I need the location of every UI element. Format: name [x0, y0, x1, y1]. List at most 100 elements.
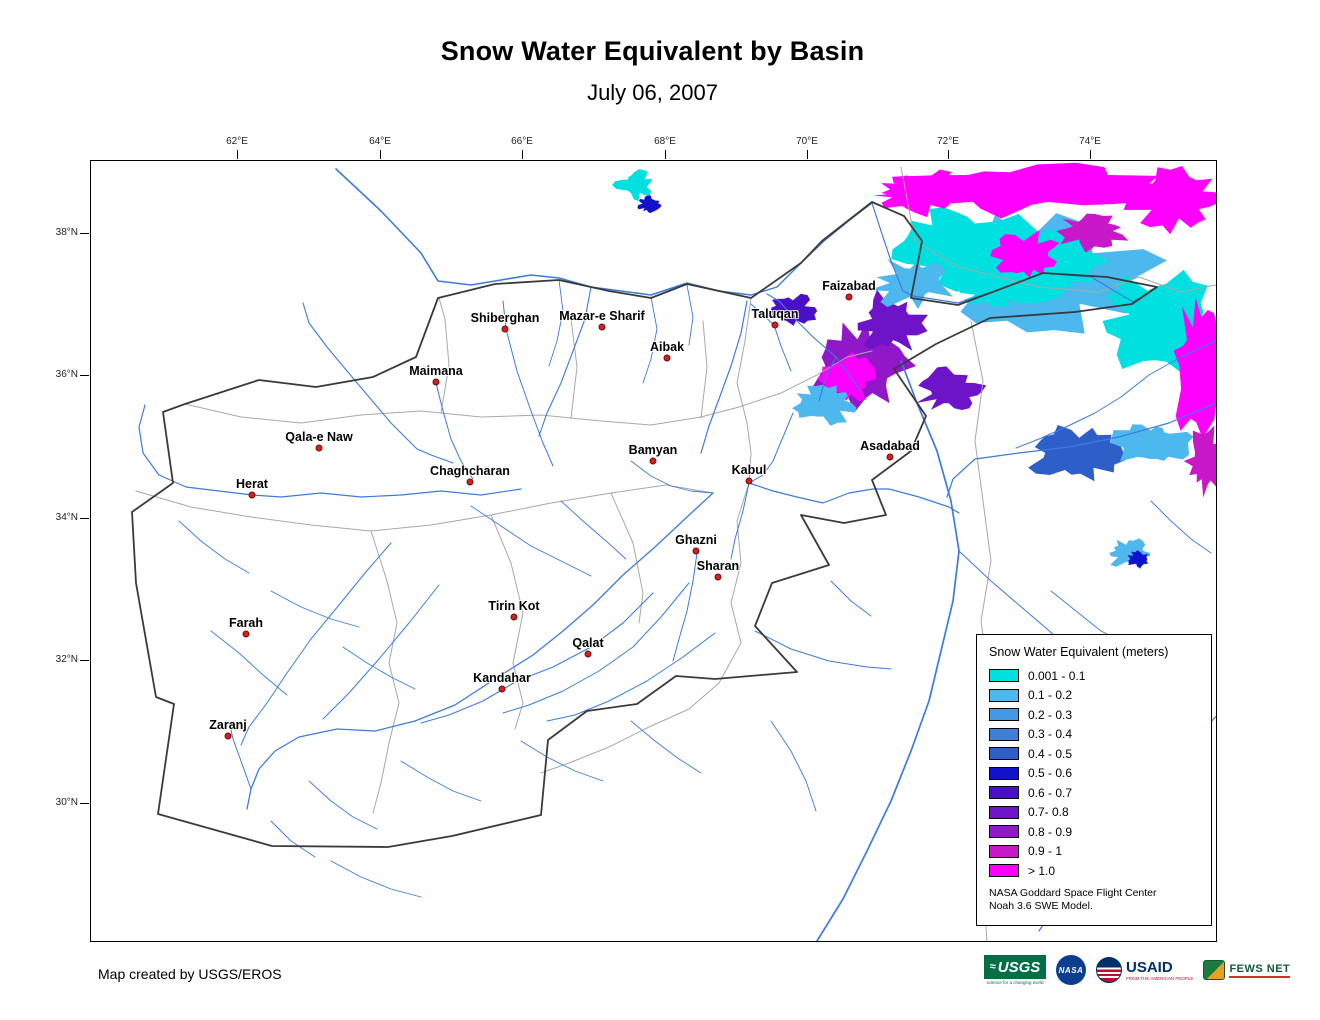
city-label: Maimana	[409, 364, 463, 378]
basin-boundary	[570, 318, 578, 419]
legend-swatch	[989, 669, 1019, 683]
city-label: Ghazni	[675, 533, 717, 547]
city-dot-icon	[886, 453, 894, 461]
legend-title: Snow Water Equivalent (meters)	[989, 645, 1169, 659]
city-label: Kandahar	[473, 671, 531, 685]
river	[330, 860, 422, 898]
river	[270, 590, 360, 628]
basin-boundary	[438, 297, 450, 414]
legend-label: 0.9 - 1	[1028, 844, 1063, 859]
river	[210, 630, 288, 696]
city-dot-icon	[510, 613, 518, 621]
map-legend: Snow Water Equivalent (meters) 0.001 - 0…	[976, 634, 1212, 926]
legend-label: > 1.0	[1028, 863, 1056, 878]
legend-swatch	[989, 727, 1019, 741]
river	[560, 500, 627, 560]
snow-patch	[915, 366, 987, 410]
nasa-wordmark: NASA	[1058, 965, 1084, 975]
lon-tick-label: 66°E	[511, 136, 533, 147]
snow-patch	[762, 293, 818, 326]
city-dot-icon	[692, 547, 700, 555]
city-dot-icon	[745, 477, 753, 485]
snow-patch	[873, 162, 1176, 219]
legend-label: 0.2 - 0.3	[1028, 707, 1073, 722]
river	[538, 286, 592, 437]
lon-tick-label: 74°E	[1079, 136, 1101, 147]
city-label: Shiberghan	[470, 311, 540, 325]
legend-swatch	[989, 747, 1019, 761]
fews-net-icon	[1203, 960, 1226, 980]
river	[435, 382, 474, 480]
usaid-tagline: FROM THE AMERICAN PEOPLE	[1126, 975, 1194, 981]
city-label: Zaranj	[209, 718, 247, 732]
lon-tick	[948, 150, 949, 159]
legend-row: > 1.0	[989, 861, 1199, 881]
legend-row: 0.6 - 0.7	[989, 783, 1199, 803]
river	[548, 279, 564, 367]
usaid-logo: USAID FROM THE AMERICAN PEOPLE	[1096, 957, 1193, 983]
city-label: Herat	[236, 477, 268, 491]
usaid-wordmark: USAID	[1126, 958, 1173, 976]
legend-row: 0.2 - 0.3	[989, 705, 1199, 725]
legend-label: 0.1 - 0.2	[1028, 688, 1073, 703]
city-dot-icon	[598, 323, 606, 331]
legend-label: 0.4 - 0.5	[1028, 746, 1073, 761]
lon-tick-label: 70°E	[796, 136, 818, 147]
city-label: Qalat	[572, 636, 604, 650]
city-label: Faizabad	[822, 279, 876, 293]
legend-row: 0.5 - 0.6	[989, 764, 1199, 784]
river	[816, 360, 960, 941]
lon-tick	[380, 150, 381, 159]
river	[520, 740, 604, 782]
city-label: Mazar-e Sharif	[559, 309, 645, 323]
fews-net-logo: FEWS NET	[1203, 960, 1291, 980]
lat-tick-label: 32°N	[55, 654, 78, 665]
snow-patch	[1028, 425, 1126, 482]
page-title: Snow Water Equivalent by Basin	[440, 36, 865, 66]
river	[700, 300, 748, 454]
lat-tick	[80, 803, 89, 804]
usgs-logo: ≈ USGS science for a changing world	[984, 955, 1046, 985]
river	[502, 300, 554, 467]
city-dot-icon	[714, 573, 722, 581]
river	[178, 520, 250, 574]
legend-rows: 0.001 - 0.1 0.1 - 0.2 0.2 - 0.3 0.3 - 0.4 0.…	[989, 666, 1199, 881]
river	[138, 404, 522, 498]
legend-label: 0.001 - 0.1	[1028, 668, 1086, 683]
lat-tick-label: 36°N	[55, 369, 78, 380]
city-label: Qala-e Naw	[285, 430, 353, 444]
legend-row: 0.9 - 1	[989, 842, 1199, 862]
river	[686, 284, 694, 346]
lat-tick	[80, 233, 89, 234]
river	[240, 542, 392, 746]
city-label: Asadabad	[860, 439, 920, 453]
basin-boundary	[700, 320, 708, 419]
river	[1015, 340, 1216, 449]
nasa-logo: NASA	[1056, 955, 1086, 985]
snow-patch	[612, 169, 653, 201]
legend-label: 0.5 - 0.6	[1028, 766, 1073, 781]
usgs-wordmark: USGS	[997, 958, 1041, 976]
city-dot-icon	[248, 491, 256, 499]
city-label: Sharan	[696, 559, 740, 573]
snow-patch	[990, 230, 1060, 278]
river	[546, 632, 716, 722]
basin-boundary	[184, 350, 873, 426]
basin-boundary	[900, 166, 1216, 293]
lon-tick-label: 64°E	[369, 136, 391, 147]
river	[672, 552, 698, 662]
river	[754, 630, 892, 670]
city-dot-icon	[845, 293, 853, 301]
map-frame: Faizabad Taluqan Mazar-e Sharif Shiberghan A…	[90, 160, 1217, 942]
city-dot-icon	[466, 478, 474, 486]
legend-attribution-line2: Noah 3.6 SWE Model.	[989, 900, 1093, 913]
snow-patch	[637, 195, 662, 214]
lat-tick	[80, 375, 89, 376]
basin-boundary	[135, 484, 714, 532]
map-svg	[131, 162, 1216, 941]
river	[322, 584, 440, 720]
lon-tick-label: 62°E	[226, 136, 248, 147]
usaid-emblem-icon	[1096, 957, 1122, 983]
legend-row: 0.1 - 0.2	[989, 686, 1199, 706]
river	[818, 356, 862, 402]
